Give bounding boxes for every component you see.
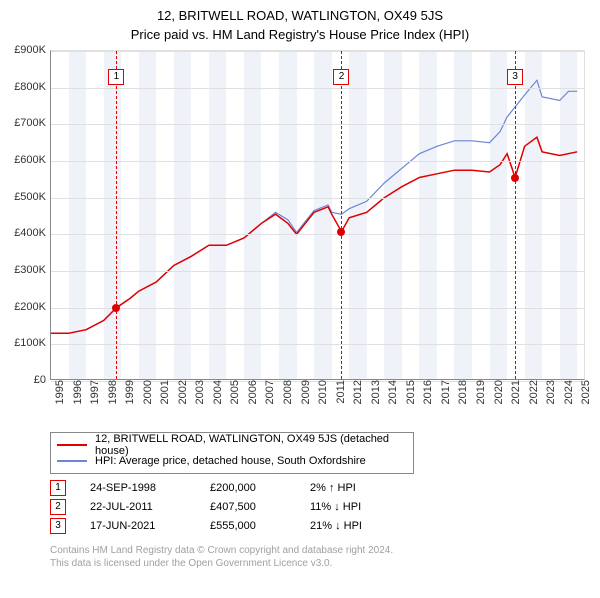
event-row: 2 22-JUL-2011£407,50011% ↓ HPI <box>50 497 410 516</box>
event-table: 1 24-SEP-1998£200,0002% ↑ HPI 2 22-JUL-2011… <box>50 478 410 535</box>
footer-line-1: Contains HM Land Registry data © Crown c… <box>50 544 580 557</box>
event-price: £555,000 <box>210 520 310 532</box>
event-marker-dot <box>112 304 120 312</box>
event-delta: 21% ↓ HPI <box>310 520 410 532</box>
event-row: 1 24-SEP-1998£200,0002% ↑ HPI <box>50 478 410 497</box>
event-marker-line <box>116 51 117 379</box>
chart-gridline <box>51 198 584 199</box>
x-axis-label: 2012 <box>352 380 364 404</box>
chart-gridline <box>51 51 584 52</box>
y-axis-label: £400K <box>14 227 46 239</box>
x-axis-label: 2025 <box>580 380 592 404</box>
event-marker-dot <box>511 174 519 182</box>
x-axis-label: 2022 <box>528 380 540 404</box>
x-axis-label: 2019 <box>475 380 487 404</box>
x-axis-label: 2000 <box>142 380 154 404</box>
x-axis-label: 2011 <box>335 380 347 404</box>
legend-item: HPI: Average price, detached house, Sout… <box>57 453 407 469</box>
x-axis-label: 2009 <box>300 380 312 404</box>
x-axis-label: 2007 <box>264 380 276 404</box>
x-axis-label: 2002 <box>177 380 189 404</box>
x-axis-label: 2004 <box>212 380 224 404</box>
x-axis-label: 2008 <box>282 380 294 404</box>
event-number-box: 2 <box>50 499 66 515</box>
y-axis-label: £100K <box>14 337 46 349</box>
chart-gridline <box>51 88 584 89</box>
event-row: 3 17-JUN-2021£555,00021% ↓ HPI <box>50 516 410 535</box>
event-marker-label: 1 <box>108 69 124 85</box>
y-axis-label: £0 <box>34 374 46 386</box>
legend-swatch <box>57 460 87 462</box>
x-axis-label: 1997 <box>89 380 101 404</box>
x-axis-label: 2024 <box>563 380 575 404</box>
x-axis-label: 2001 <box>159 380 171 404</box>
x-axis-label: 2003 <box>194 380 206 404</box>
x-axis-label: 2023 <box>545 380 557 404</box>
y-axis-label: £200K <box>14 301 46 313</box>
y-axis-label: £300K <box>14 264 46 276</box>
event-price: £407,500 <box>210 501 310 513</box>
chart-lines-svg <box>51 51 584 379</box>
legend-label: 12, BRITWELL ROAD, WATLINGTON, OX49 5JS … <box>95 433 407 457</box>
x-axis-label: 1995 <box>54 380 66 404</box>
x-axis-label: 2013 <box>370 380 382 404</box>
chart-legend: 12, BRITWELL ROAD, WATLINGTON, OX49 5JS … <box>50 432 414 474</box>
x-axis-label: 2006 <box>247 380 259 404</box>
event-number-box: 1 <box>50 480 66 496</box>
x-axis-label: 2010 <box>317 380 329 404</box>
x-axis-label: 2015 <box>405 380 417 404</box>
event-date: 17-JUN-2021 <box>90 520 210 532</box>
footer-attribution: Contains HM Land Registry data © Crown c… <box>50 544 580 570</box>
footer-line-2: This data is licensed under the Open Gov… <box>50 557 580 570</box>
legend-item: 12, BRITWELL ROAD, WATLINGTON, OX49 5JS … <box>57 437 407 453</box>
event-number-box: 3 <box>50 518 66 534</box>
event-date: 22-JUL-2011 <box>90 501 210 513</box>
event-delta: 2% ↑ HPI <box>310 482 410 494</box>
chart-gridline <box>51 234 584 235</box>
event-marker-line <box>515 51 516 379</box>
event-marker-line <box>341 51 342 379</box>
legend-swatch <box>57 444 87 446</box>
x-axis-label: 1998 <box>107 380 119 404</box>
x-axis-label: 2014 <box>387 380 399 404</box>
y-axis-label: £900K <box>14 44 46 56</box>
event-price: £200,000 <box>210 482 310 494</box>
chart-title-address: 12, BRITWELL ROAD, WATLINGTON, OX49 5JS <box>0 8 600 23</box>
chart-gridline <box>51 124 584 125</box>
y-axis-label: £800K <box>14 81 46 93</box>
event-date: 24-SEP-1998 <box>90 482 210 494</box>
chart-gridline <box>51 161 584 162</box>
series-hpi <box>51 80 577 333</box>
x-axis-label: 2005 <box>229 380 241 404</box>
y-axis-label: £500K <box>14 191 46 203</box>
chart-plot-area: 1 2 3 <box>50 50 585 380</box>
x-axis-label: 2017 <box>440 380 452 404</box>
x-axis-label: 1996 <box>72 380 84 404</box>
event-marker-dot <box>337 228 345 236</box>
chart-gridline <box>51 271 584 272</box>
x-axis-label: 2016 <box>422 380 434 404</box>
x-axis-label: 2018 <box>457 380 469 404</box>
y-axis-label: £600K <box>14 154 46 166</box>
event-marker-label: 3 <box>507 69 523 85</box>
x-axis-label: 1999 <box>124 380 136 404</box>
legend-label: HPI: Average price, detached house, Sout… <box>95 455 366 467</box>
chart-gridline <box>51 308 584 309</box>
x-axis-label: 2020 <box>493 380 505 404</box>
chart-gridline <box>51 344 584 345</box>
event-marker-label: 2 <box>333 69 349 85</box>
event-delta: 11% ↓ HPI <box>310 501 410 513</box>
y-axis-label: £700K <box>14 117 46 129</box>
chart-title-subtitle: Price paid vs. HM Land Registry's House … <box>0 27 600 42</box>
x-axis-label: 2021 <box>510 380 522 404</box>
